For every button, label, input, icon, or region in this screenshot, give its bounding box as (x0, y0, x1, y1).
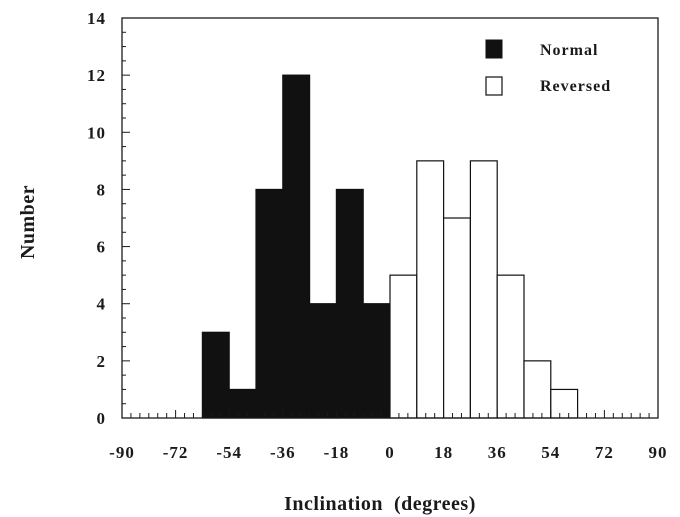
y-tick-label: 14 (87, 9, 106, 28)
y-axis-title: Number (17, 185, 39, 259)
x-tick-label: -36 (270, 443, 296, 462)
y-tick-label: 4 (97, 295, 107, 314)
x-tick-label: -18 (324, 443, 350, 462)
histogram-bar-normal (335, 188, 364, 419)
histogram-bar-reversed (523, 360, 552, 419)
x-tick-label: 0 (385, 443, 395, 462)
histogram-bar-reversed (389, 274, 418, 419)
legend-swatch-normal (485, 39, 503, 59)
histogram-bar-normal (362, 303, 391, 419)
x-tick-label: 90 (649, 443, 668, 462)
y-tick-label: 8 (97, 180, 107, 199)
legend-label-normal: Normal (540, 42, 598, 59)
histogram-bar-normal (282, 74, 311, 419)
histogram-bar-reversed (416, 160, 445, 419)
legend-label-reversed: Reversed (540, 78, 611, 95)
x-tick-label: -90 (109, 443, 135, 462)
histogram-bar-normal (309, 303, 338, 419)
histogram-bar-reversed (443, 217, 472, 419)
legend-swatch-reversed (485, 76, 503, 96)
y-tick-label: 0 (97, 409, 107, 428)
x-tick-label: 72 (595, 443, 614, 462)
x-axis-title: Inclination (degrees) (284, 493, 476, 515)
x-tick-label: 18 (434, 443, 453, 462)
y-tick-label: 10 (87, 123, 106, 142)
histogram-bar-normal (201, 331, 230, 419)
histogram-bar-reversed (496, 274, 525, 419)
y-tick-label: 12 (87, 66, 106, 85)
histogram-bar-normal (255, 188, 284, 419)
tick-labels-layer: -90 -72 -54 -36 -18 0 18 36 54 72 90 0 2 4 6 8 10 12 14 (87, 9, 668, 462)
y-tick-label: 2 (97, 352, 107, 371)
histogram-bar-normal (228, 388, 257, 419)
x-tick-label: 54 (541, 443, 560, 462)
histogram-bar-reversed (469, 160, 498, 419)
legend: Normal Reversed (485, 39, 611, 96)
x-tick-label: -54 (216, 443, 242, 462)
x-tick-label: 36 (488, 443, 507, 462)
histogram-bar-reversed (550, 388, 579, 419)
y-tick-label: 6 (97, 238, 107, 257)
x-tick-label: -72 (163, 443, 189, 462)
bars-layer (201, 74, 579, 419)
ticks-layer (121, 17, 659, 419)
